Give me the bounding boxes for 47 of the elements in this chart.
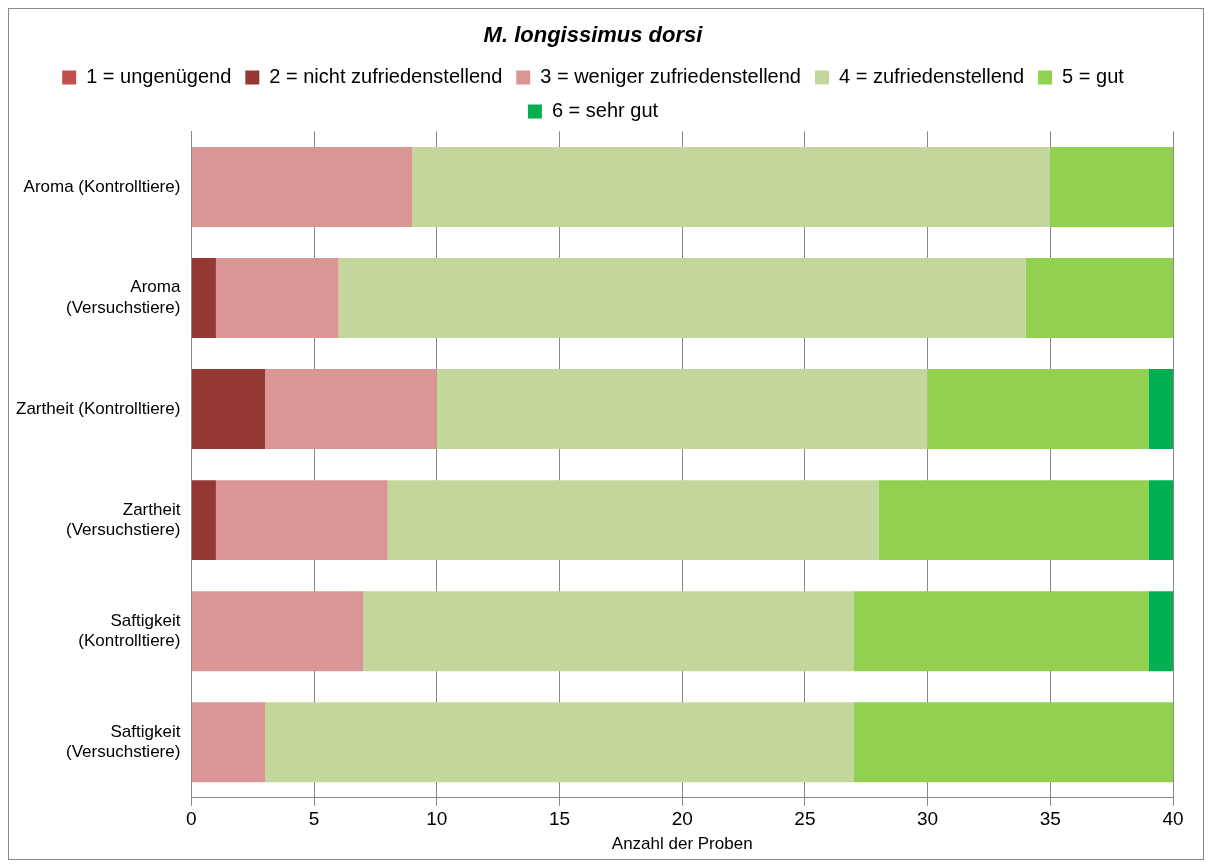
bar [1148,591,1173,672]
y-tick-label: Aroma (Versuchstiere) [66,277,181,317]
bar [927,369,1149,450]
x-tick-label: 10 [426,808,448,830]
x-tick-label: 15 [548,808,571,830]
legend-label: 5 = gut [1062,64,1125,87]
bar [338,258,1026,338]
bar [191,146,413,227]
bar [878,480,1149,561]
bar [191,702,266,783]
bar [265,702,854,783]
bar [191,369,266,450]
legend-label: 3 = weniger zufriedenstellend [540,64,801,87]
bar [1025,258,1173,338]
legend-label: 6 = sehr gut [551,98,659,121]
bar [436,369,928,450]
y-tick-label: Zartheit (Kontrolltiere) [16,398,181,418]
x-tick-label: 35 [1039,808,1061,830]
bar [853,591,1149,672]
x-tick-label: 20 [671,808,693,830]
y-tick-label: Saftigkeit (Kontrolltiere) [78,610,181,651]
x-tick-label: 40 [1162,808,1184,830]
y-tick-label: Aroma (Kontrolltiere) [23,176,181,196]
bar [215,258,339,338]
chart-title: M. longissimus dorsi [483,22,704,48]
bar [1148,369,1173,450]
bar [215,480,388,561]
legend-label: 2 = nicht zufriedenstellend [269,64,503,87]
x-tick-label: 0 [186,808,197,830]
x-tick-label: 25 [794,808,816,830]
bar [191,591,364,672]
bar [1050,146,1173,227]
bar [387,480,879,561]
legend-label: 1 = ungenügend [86,64,232,87]
bar [191,480,216,561]
x-tick-label: 30 [917,808,939,830]
bar [191,258,216,338]
y-tick-label: Saftigkeit (Versuchstiere) [66,721,181,762]
bar [363,591,854,672]
y-tick-label: Zartheit (Versuchstiere) [66,499,181,540]
bar [1148,480,1173,561]
bar [853,702,1173,783]
x-tick-label: 5 [308,808,320,830]
bar [412,146,1051,227]
x-axis-title: Anzahl der Proben [611,834,753,854]
legend-label: 4 = zufriedenstellend [838,64,1025,87]
bar [265,369,437,450]
